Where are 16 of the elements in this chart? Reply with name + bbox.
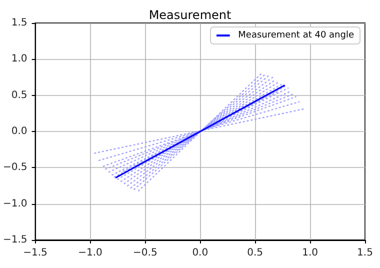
- y-tick-label: 0.0: [11, 126, 28, 137]
- legend-label: Measurement at 40 angle: [238, 30, 354, 40]
- y-tick-label: −1.5: [2, 234, 28, 246]
- x-tick-label: 0.0: [192, 248, 208, 258]
- chart-title: Measurement: [148, 8, 232, 22]
- x-tick-label: −1.5: [23, 248, 48, 258]
- x-tick-label: 0.5: [247, 248, 264, 258]
- y-tick-label: 1.0: [11, 54, 28, 65]
- x-tick-label: −0.5: [133, 248, 158, 258]
- x-tick-label: 1.5: [357, 248, 373, 258]
- y-tick-label: 1.5: [11, 18, 28, 28]
- y-tick-label: −0.5: [2, 162, 28, 174]
- y-tick-label: 0.5: [11, 90, 28, 101]
- y-tick-label: −1.0: [2, 198, 28, 210]
- x-tick-label: −1.0: [78, 248, 102, 258]
- x-tick-label: 1.0: [302, 248, 318, 258]
